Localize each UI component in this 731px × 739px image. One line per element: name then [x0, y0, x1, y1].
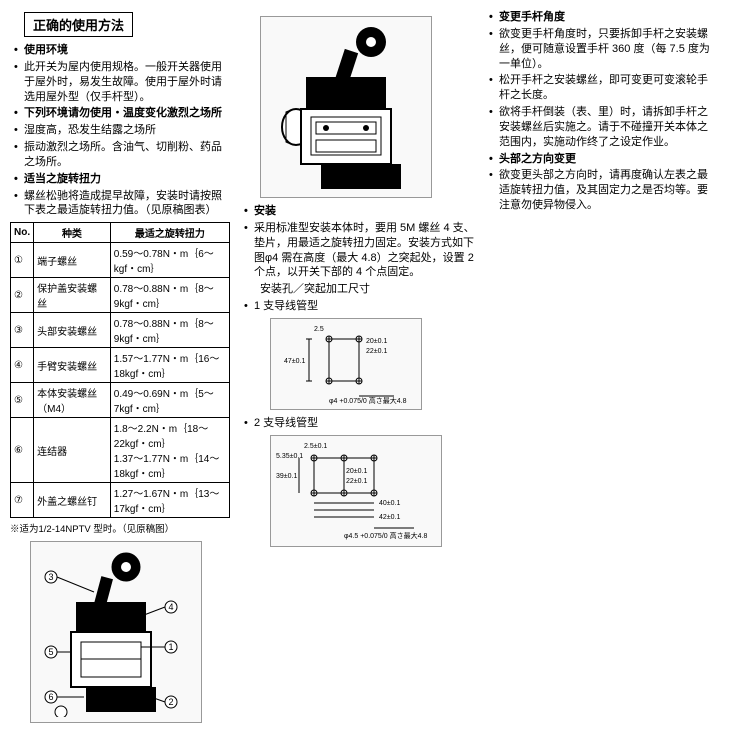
dim-label: φ4 +0.075/0 高さ最大4.8 [329, 396, 407, 405]
heading-torque: 适当之旋转扭力 [10, 172, 230, 187]
dim-label: φ4.5 +0.075/0 高さ最大4.8 [344, 531, 427, 540]
table-row: ③ 头部安装螺丝 0.78～0.88N・m｛8～9kgf・cm｝ [11, 313, 230, 348]
cell-no: ⑥ [11, 418, 34, 483]
text-install-1: 采用标准型安装本体时，要用 5M 螺丝 4 支、垫片，用最适之旋转扭力固定。安装… [240, 221, 475, 280]
cell-no: ④ [11, 348, 34, 383]
dim1-heading: 1 支导线管型 [240, 299, 475, 314]
switch-main-drawing [260, 16, 432, 198]
page-title: 正确的使用方法 [24, 12, 133, 37]
svg-text:3: 3 [48, 572, 53, 582]
cell-kind: 端子螺丝 [34, 243, 111, 278]
cell-kind: 手臂安装螺丝 [34, 348, 111, 383]
svg-text:4: 4 [168, 602, 173, 612]
dim-label: 47±0.1 [284, 358, 305, 365]
cell-no: ③ [11, 313, 34, 348]
table-row: ② 保护盖安装螺丝 0.78～0.88N・m｛8～9kgf・cm｝ [11, 278, 230, 313]
cell-kind: 本体安装螺丝（M4） [34, 383, 111, 418]
cell-torque: 0.59～0.78N・m｛6～kgf・cm｝ [110, 243, 229, 278]
cell-kind: 连结器 [34, 418, 111, 483]
dim1-svg: 2.5 20±0.1 22±0.1 47±0.1 φ4 +0.075/0 高さ最… [274, 321, 419, 406]
text-avoid-env-1: 湿度高，恐发生结露之场所 [10, 123, 230, 138]
switch-svg: 3 4 1 2 5 6 [36, 547, 196, 717]
table-row: ⑤ 本体安装螺丝（M4） 0.49～0.69N・m｛5～7kgf・cm｝ [11, 383, 230, 418]
cell-torque: 0.49～0.69N・m｛5～7kgf・cm｝ [110, 383, 229, 418]
table-row: ④ 手臂安装螺丝 1.57～1.77N・m｛16～18kgf・cm｝ [11, 348, 230, 383]
dim-label: 2.5 [314, 326, 324, 333]
table-row: ⑥ 连结器 1.8～2.2N・m｛18～22kgf・cm｝ 1.37～1.77N… [11, 418, 230, 483]
dim-label: 40±0.1 [379, 500, 400, 507]
dim-label: 22±0.1 [366, 348, 387, 355]
column-right: 变更手杆角度 欲变更手杆角度时，只要拆卸手杆之安装螺丝，便可随意设置手杆 360… [485, 10, 715, 729]
switch-main-svg [266, 22, 426, 192]
cell-no: ⑤ [11, 383, 34, 418]
heading-lever-angle: 变更手杆角度 [485, 10, 715, 25]
th-no: No. [11, 223, 34, 243]
cell-torque: 1.8～2.2N・m｛18～22kgf・cm｝ 1.37～1.77N・m｛14～… [110, 418, 229, 483]
th-torque: 最适之旋转扭力 [110, 223, 229, 243]
dim-label: 42±0.1 [379, 514, 400, 521]
cell-torque: 0.78～0.88N・m｛8～9kgf・cm｝ [110, 313, 229, 348]
cell-kind: 保护盖安装螺丝 [34, 278, 111, 313]
dim2-heading: 2 支导线管型 [240, 416, 475, 431]
heading-usage-env: 使用环境 [10, 43, 230, 58]
column-left: 正确的使用方法 使用环境 此开关为屋内使用规格。一般开关器使用于屋外时，易发生故… [10, 10, 230, 729]
dim-title: 安装孔／突起加工尺寸 [240, 282, 475, 297]
svg-text:5: 5 [48, 647, 53, 657]
th-kind: 种类 [34, 223, 111, 243]
text-lever-3: 欲将手杆倒装（表、里）时，请拆卸手杆之安装螺丝后实施之。请于不碰撞开关本体之范围… [485, 105, 715, 150]
heading-avoid-env: 下列环境请勿使用・温度变化激烈之场所 [10, 106, 230, 121]
heading-head-dir: 头部之方向变更 [485, 152, 715, 167]
dim-label: 5.35±0.1 [276, 453, 303, 460]
text-lever-1: 欲变更手杆角度时，只要拆卸手杆之安装螺丝，便可随意设置手杆 360 度（每 7.… [485, 27, 715, 72]
dim2-drawing: 2.5±0.1 5.35±0.1 20±0.1 22±0.1 39±0.1 40… [270, 435, 442, 547]
dim-label: 22±0.1 [346, 478, 367, 485]
table-row: ① 端子螺丝 0.59～0.78N・m｛6～kgf・cm｝ [11, 243, 230, 278]
torque-table: No. 种类 最适之旋转扭力 ① 端子螺丝 0.59～0.78N・m｛6～kgf… [10, 222, 230, 518]
svg-text:6: 6 [48, 692, 53, 702]
text-usage-env-1: 此开关为屋内使用规格。一般开关器使用于屋外时，易发生故障。使用于屋外时请选用屋外… [10, 60, 230, 105]
text-lever-2: 松开手杆之安装螺丝，即可变更可变滚轮手杆之长度。 [485, 73, 715, 103]
svg-text:1: 1 [168, 642, 173, 652]
svg-text:2: 2 [168, 697, 173, 707]
dim-label: 2.5±0.1 [304, 443, 327, 450]
text-torque-1: 螺丝松驰将造成提早故障，安装时请按照下表之最适旋转扭力值。（见原稿图表） [10, 189, 230, 219]
dim1-drawing: 2.5 20±0.1 22±0.1 47±0.1 φ4 +0.075/0 高さ最… [270, 318, 422, 410]
cell-kind: 头部安装螺丝 [34, 313, 111, 348]
dim-label: 20±0.1 [366, 338, 387, 345]
heading-install: 安装 [240, 204, 475, 219]
table-footnote: ※适为1/2-14NPTV 型时。（见原稿图） [10, 521, 230, 535]
column-mid: 安装 采用标准型安装本体时，要用 5M 螺丝 4 支、垫片，用最适之旋转扭力固定… [240, 10, 475, 729]
dim-label: 39±0.1 [276, 473, 297, 480]
text-head-1: 欲变更头部之方向时，请再度确认左表之最适旋转扭力值，及其固定力之是否均等。要注意… [485, 168, 715, 213]
cell-torque: 1.27～1.67N・m｛13～17kgf・cm｝ [110, 483, 229, 518]
page-root: 正确的使用方法 使用环境 此开关为屋内使用规格。一般开关器使用于屋外时，易发生故… [10, 10, 721, 729]
cell-no: ② [11, 278, 34, 313]
switch-labeled-drawing: 3 4 1 2 5 6 [30, 541, 202, 723]
cell-no: ⑦ [11, 483, 34, 518]
cell-no: ① [11, 243, 34, 278]
table-row: ⑦ 外盖之螺丝钉 1.27～1.67N・m｛13～17kgf・cm｝ [11, 483, 230, 518]
cell-kind: 外盖之螺丝钉 [34, 483, 111, 518]
dim2-svg: 2.5±0.1 5.35±0.1 20±0.1 22±0.1 39±0.1 40… [274, 438, 439, 543]
dim-label: 20±0.1 [346, 468, 367, 475]
cell-torque: 0.78～0.88N・m｛8～9kgf・cm｝ [110, 278, 229, 313]
cell-torque: 1.57～1.77N・m｛16～18kgf・cm｝ [110, 348, 229, 383]
text-avoid-env-2: 振动激烈之场所。含油气、切削粉、药品之场所。 [10, 140, 230, 170]
